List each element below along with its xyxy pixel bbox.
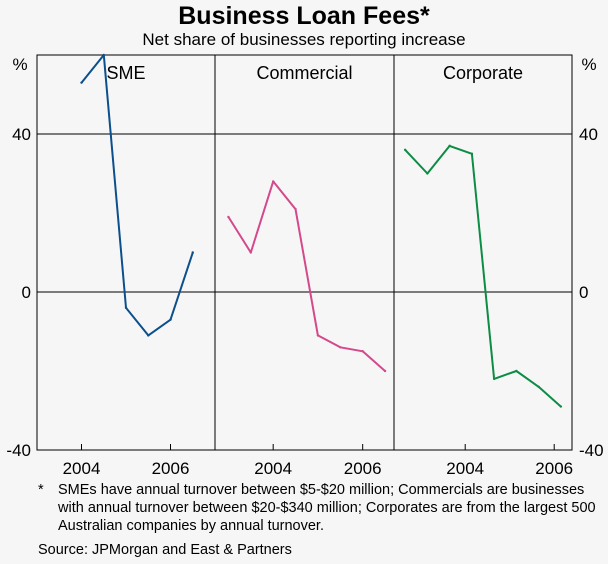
panel-title: Commercial: [256, 63, 352, 83]
y-axis-left: % -40 0 40: [6, 55, 31, 460]
footnote-marker: *: [38, 482, 44, 498]
gridlines: [37, 133, 572, 293]
x-tick-label: 2004: [63, 459, 101, 478]
series-line-sme: [80, 54, 194, 337]
data-point: [147, 334, 150, 337]
y-tick-label-right: 40: [579, 125, 598, 144]
data-point: [227, 215, 230, 219]
data-point: [426, 172, 429, 175]
series-line-corporate: [404, 144, 562, 408]
y-axis-right: % -40 0 40: [579, 55, 604, 460]
footnote: * SMEs have annual turnover between $5-$…: [38, 481, 598, 535]
data-point: [339, 346, 342, 349]
data-point: [316, 334, 320, 337]
data-point: [271, 180, 275, 183]
data-point: [102, 53, 105, 57]
x-tick-label: 2006: [344, 459, 382, 478]
data-point: [191, 251, 194, 254]
data-point: [403, 148, 407, 151]
data-point: [559, 405, 563, 408]
y-tick-label-left: -40: [6, 441, 31, 460]
data-point: [80, 81, 83, 84]
panel-title: SME: [106, 63, 145, 83]
data-point: [537, 385, 540, 388]
data-point: [169, 318, 172, 321]
data-point: [492, 377, 496, 381]
y-unit-left: %: [12, 55, 27, 74]
y-tick-label-left: 40: [12, 125, 31, 144]
panel-title: Corporate: [443, 63, 523, 83]
plot-frame: [36, 54, 573, 451]
chart-subtitle: Net share of businesses reporting increa…: [142, 30, 466, 49]
data-point: [383, 369, 387, 373]
chart-title: Business Loan Fees*: [178, 2, 430, 30]
panel-commercial: Commercial 2004 2006: [227, 63, 387, 478]
data-point: [448, 144, 451, 148]
x-tick-label: 2006: [535, 459, 573, 478]
panel-sme: SME 2004 2006: [63, 53, 194, 478]
panel-corporate: Corporate 2004 2006: [403, 63, 573, 478]
x-tick-label: 2004: [446, 459, 484, 478]
y-tick-label-right: -40: [579, 441, 604, 460]
chart-svg: SME 2004 2006 Commercial 2004 2006 Corporate 20…: [6, 53, 604, 478]
data-point: [470, 152, 474, 155]
data-point: [515, 369, 518, 373]
x-tick-label: 2006: [152, 459, 190, 478]
x-tick-label: 2004: [254, 459, 292, 478]
series-line-commercial: [227, 180, 386, 372]
y-tick-label-right: 0: [579, 283, 588, 302]
footnote-text: SMEs have annual turnover between $5-$20…: [58, 482, 596, 534]
panel-dividers: [214, 55, 395, 450]
data-point: [294, 207, 297, 211]
y-unit-right: %: [581, 55, 596, 74]
panels: SME 2004 2006 Commercial 2004 2006 Corporate 20…: [63, 53, 573, 478]
y-tick-label-left: 0: [22, 283, 31, 302]
data-point: [124, 306, 128, 309]
data-point: [249, 251, 252, 254]
data-point: [361, 350, 364, 353]
source-note: Source: JPMorgan and East & Partners: [38, 542, 292, 558]
